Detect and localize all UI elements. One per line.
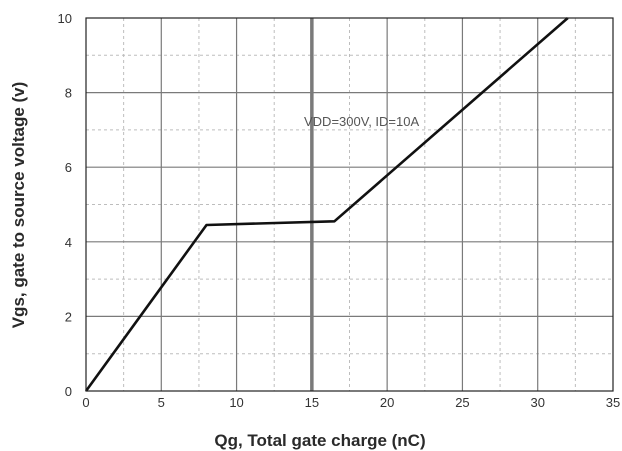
x-tick-label: 0 [82, 395, 89, 410]
y-tick-label: 8 [65, 86, 72, 101]
x-tick-label: 10 [229, 395, 243, 410]
x-tick-label: 30 [530, 395, 544, 410]
x-axis-title: Qg, Total gate charge (nC) [214, 431, 425, 450]
y-tick-label: 6 [65, 160, 72, 175]
annotation-label: VDD=300V, ID=10A [304, 114, 419, 129]
plot-area-border [85, 17, 614, 392]
series-layer [84, 17, 569, 392]
y-axis-title: Vgs, gate to source voltage (v) [9, 82, 28, 329]
x-tick-label: 15 [305, 395, 319, 410]
y-tick-label: 4 [65, 235, 72, 250]
x-tick-label: 25 [455, 395, 469, 410]
x-tick-labels: 0 5 10 15 20 25 30 35 [82, 395, 620, 410]
x-tick-label: 35 [606, 395, 620, 410]
x-tick-label: 20 [380, 395, 394, 410]
major-grid [86, 18, 613, 391]
x-tick-label: 5 [158, 395, 165, 410]
y-tick-label: 10 [58, 11, 72, 26]
y-tick-label: 2 [65, 309, 72, 324]
y-tick-label: 0 [65, 384, 72, 399]
series-line-0 [84, 17, 569, 392]
y-tick-labels: 0 2 4 6 8 10 [58, 11, 72, 399]
